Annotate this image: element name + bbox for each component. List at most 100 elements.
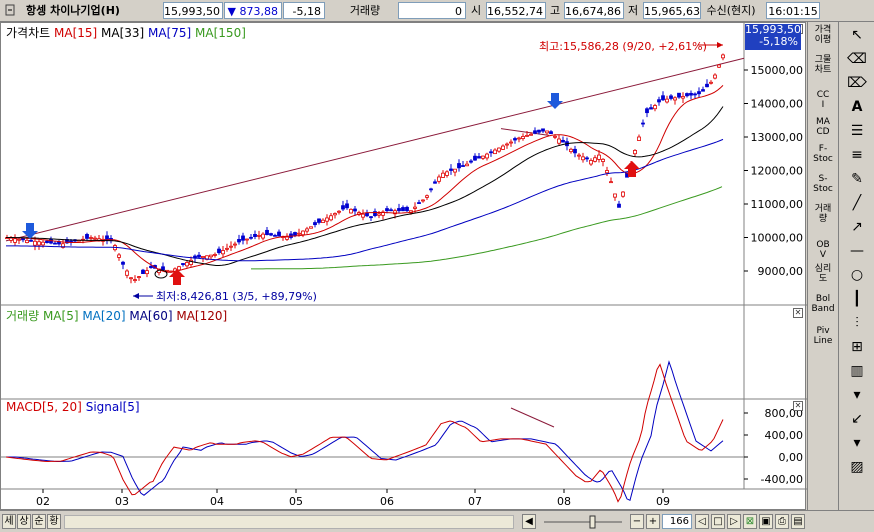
bottom-button-0[interactable]: 세	[2, 514, 16, 529]
candle-body	[553, 135, 557, 138]
close-icon[interactable]: ✕	[793, 308, 803, 318]
hatch-icon[interactable]: ▨	[850, 459, 864, 475]
candle-body	[69, 240, 73, 243]
indicator-item-1[interactable]: 그물 차트	[814, 55, 832, 75]
change-percent: -5,18	[283, 2, 325, 19]
indicator-item-9[interactable]: Bol Band	[811, 294, 835, 314]
bars-icon[interactable]: ▥	[850, 363, 864, 379]
current-price-tag-value: 15,993,50	[745, 23, 801, 36]
paint-icon[interactable]: ✎	[851, 171, 863, 187]
price-tick-label: 12000,00	[751, 165, 804, 178]
vertical-line-icon[interactable]: ┃	[852, 291, 862, 307]
candle-body	[229, 245, 233, 248]
signal-label: Signal[5]	[85, 400, 140, 414]
candle-body	[541, 128, 545, 132]
indicator-item-6[interactable]: 거래 량	[814, 204, 832, 224]
candle-body	[125, 270, 129, 276]
eraser-icon[interactable]: ⌫	[847, 51, 867, 67]
candle-body	[545, 130, 549, 134]
candle-body	[645, 108, 649, 114]
horizontal-line-icon[interactable]: —	[850, 243, 864, 259]
candle-body	[233, 243, 237, 246]
next-icon[interactable]: ▷	[727, 514, 741, 529]
clock: 16:01:15	[766, 2, 820, 19]
candle-body	[713, 74, 717, 79]
candle-body	[285, 236, 289, 240]
arrow-tool-icon[interactable]: ↙	[851, 411, 863, 427]
indicator-item-7[interactable]: OB V	[816, 240, 830, 260]
prev-icon[interactable]: ◁	[695, 514, 709, 529]
zoom-slider[interactable]	[540, 515, 626, 529]
low-label: 저	[627, 4, 639, 17]
candle-body	[261, 233, 265, 239]
candle-body	[525, 134, 529, 137]
indicator-item-2[interactable]: CC I	[816, 90, 830, 110]
indicator-item-8[interactable]: 심리 도	[814, 264, 832, 284]
candle-body	[473, 155, 477, 161]
candle-body	[181, 263, 185, 265]
candle-body	[397, 208, 401, 212]
more-tools-icon[interactable]: ▾	[853, 435, 861, 451]
indicator-item-4[interactable]: F- Stoc	[813, 144, 833, 164]
candle-body	[33, 240, 37, 246]
stop-icon[interactable]: □	[711, 514, 725, 529]
save-icon[interactable]: ▣	[759, 514, 773, 529]
cursor-icon[interactable]: ↖	[851, 27, 863, 43]
circle-icon[interactable]: ○	[850, 267, 864, 283]
lines-icon[interactable]: ☰	[850, 123, 864, 139]
candle-body	[509, 141, 513, 144]
menu-icon[interactable]: ▾	[853, 387, 861, 403]
scroll-left-icon[interactable]: ◀	[522, 514, 536, 529]
bottom-button-1[interactable]: 상	[17, 514, 31, 529]
indicator-item-3[interactable]: MA CD	[816, 117, 830, 137]
x-tick-label: 06	[380, 495, 394, 508]
chart-area[interactable]: 15000,00 14000,00 13000,00 12000,00 11000,00…	[0, 22, 807, 511]
candle-body	[209, 254, 213, 258]
trendline-icon[interactable]: ╱	[852, 195, 862, 211]
text-tool-icon[interactable]: A	[851, 99, 863, 115]
indicator-item-5[interactable]: S- Stoc	[813, 174, 833, 194]
chart-canvas[interactable]: 15000,00 14000,00 13000,00 12000,00 11000,00…	[1, 23, 807, 511]
candle-body	[461, 165, 465, 167]
candle-body	[17, 238, 21, 241]
scroll-track[interactable]	[64, 515, 514, 529]
candle-body	[53, 242, 57, 245]
candle-body	[413, 206, 417, 209]
bottom-button-2[interactable]: 순	[32, 514, 46, 529]
candle-body	[177, 266, 181, 271]
open-label: 시	[470, 4, 482, 17]
zoom-value-field[interactable]: 166	[662, 514, 692, 529]
bottom-button-3[interactable]: 황	[47, 514, 61, 529]
expand-icon[interactable]	[4, 2, 18, 19]
candle-body	[257, 234, 261, 237]
candle-body	[161, 266, 165, 271]
zoom-in-icon[interactable]: +	[646, 514, 660, 529]
price-tick-label: 15000,00	[751, 64, 804, 77]
excel-icon[interactable]: ⊠	[743, 514, 757, 529]
price-panel-title: 가격차트 MA[15] MA[33] MA[75] MA[150]	[6, 24, 246, 41]
volume-ma-0: MA[5]	[42, 309, 79, 323]
indicator-item-0[interactable]: 가격 이평	[814, 25, 832, 45]
arrow-line-icon[interactable]: ↗	[851, 219, 863, 235]
erase-all-icon[interactable]: ⌦	[847, 75, 867, 91]
stock-name[interactable]: 항셍 차이나기업(H)	[26, 4, 120, 17]
candle-body	[369, 216, 373, 219]
candle-body	[421, 199, 425, 202]
candle-body	[561, 139, 565, 143]
candle-body	[481, 155, 485, 159]
zoom-out-icon[interactable]: −	[630, 514, 644, 529]
gann-icon[interactable]: ⊞	[851, 339, 863, 355]
close-icon[interactable]: ✕	[793, 401, 803, 411]
high-annotation: 최고:15,586,28 (9/20, +2,61%)	[539, 40, 707, 53]
indicator-item-10[interactable]: Piv Line	[813, 326, 833, 346]
candle-body	[453, 168, 457, 173]
channel-icon[interactable]: ≡	[851, 147, 863, 163]
settings-icon[interactable]: ▤	[791, 514, 805, 529]
fibonacci-icon[interactable]: ⫶	[855, 315, 859, 331]
candle-body	[657, 99, 661, 103]
high-value: 16,674,86	[564, 2, 624, 19]
macd-tick-label: -400,00	[761, 473, 803, 486]
print-icon[interactable]: ⎙	[775, 514, 789, 529]
candle-body	[529, 133, 533, 136]
price-ma-legend: MA[15] MA[33] MA[75] MA[150]	[54, 26, 246, 40]
